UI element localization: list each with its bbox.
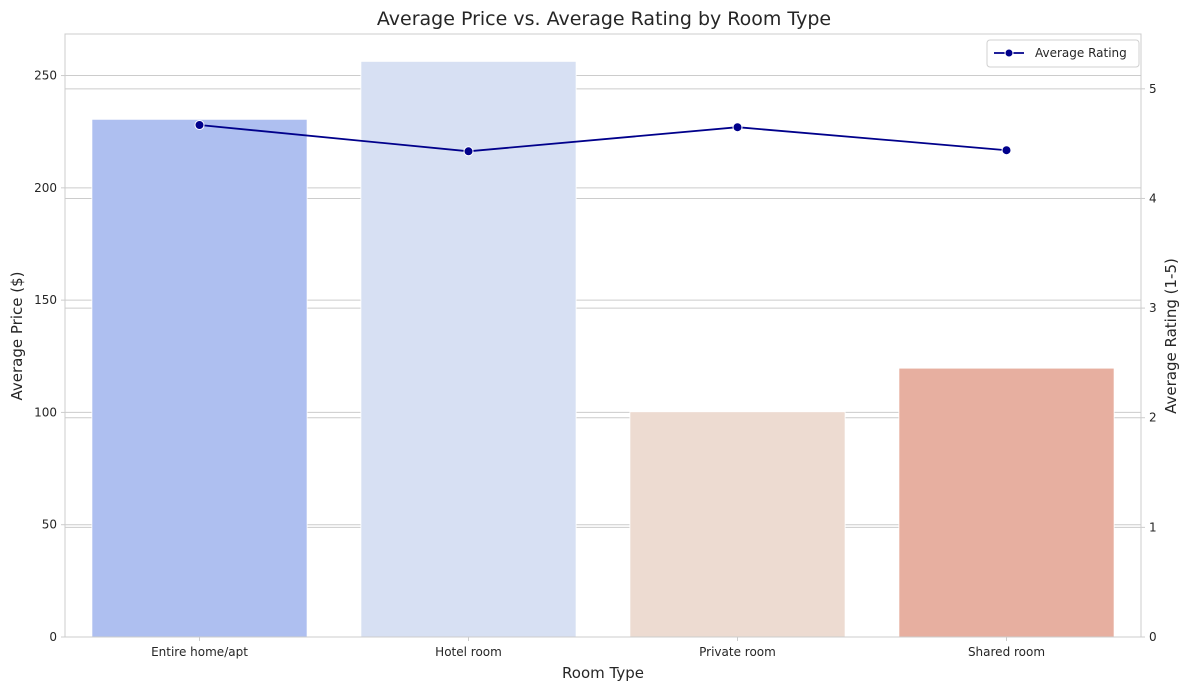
price-bars [91,60,1115,638]
bar-entire-home-apt [91,118,308,638]
x-axis-ticks: Entire home/apt Hotel room Private room Sha… [151,637,1045,659]
x-tick-label: Shared room [968,645,1045,659]
rating-point [1001,145,1012,156]
x-axis-title: Room Type [562,664,644,682]
legend-marker-swatch [1004,48,1014,58]
right-tick-label: 0 [1149,630,1157,644]
left-tick-label: 150 [34,293,57,307]
right-tick-label: 2 [1149,411,1157,425]
bar-shared-room [898,367,1115,638]
right-tick-label: 3 [1149,301,1157,315]
plot-frame [64,33,1142,638]
legend-label: Average Rating [1035,46,1127,60]
left-tick-label: 100 [34,405,57,419]
left-tick-label: 250 [34,69,57,83]
rating-point [194,119,205,130]
x-tick-label: Entire home/apt [151,645,248,659]
rating-line [199,124,1007,153]
y-axis-title: Average Price ($) [8,272,26,401]
bar-hotel-room [360,60,577,638]
x-tick-label: Private room [699,645,776,659]
left-axis-ticks: 0 50 100 150 200 250 [34,69,65,644]
bar-private-room [629,411,846,638]
y2-axis-title: Average Rating (1-5) [1162,258,1180,414]
left-tick-label: 50 [42,518,57,532]
right-tick-label: 5 [1149,82,1157,96]
x-tick-label: Hotel room [435,645,502,659]
left-tick-label: 0 [49,630,57,644]
rating-point [463,146,474,157]
legend: Average Rating [986,39,1140,68]
right-tick-label: 4 [1149,191,1157,205]
chart-title: Average Price vs. Average Rating by Room… [377,8,831,30]
rating-line-series [194,119,1012,157]
left-tick-label: 200 [34,181,57,195]
rating-point [732,122,743,133]
legend-box [986,39,1140,68]
right-axis-ticks: 0 1 2 3 4 5 [1141,82,1157,644]
right-tick-label: 1 [1149,520,1157,534]
